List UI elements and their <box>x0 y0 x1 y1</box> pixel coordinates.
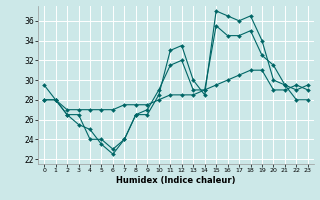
X-axis label: Humidex (Indice chaleur): Humidex (Indice chaleur) <box>116 176 236 185</box>
